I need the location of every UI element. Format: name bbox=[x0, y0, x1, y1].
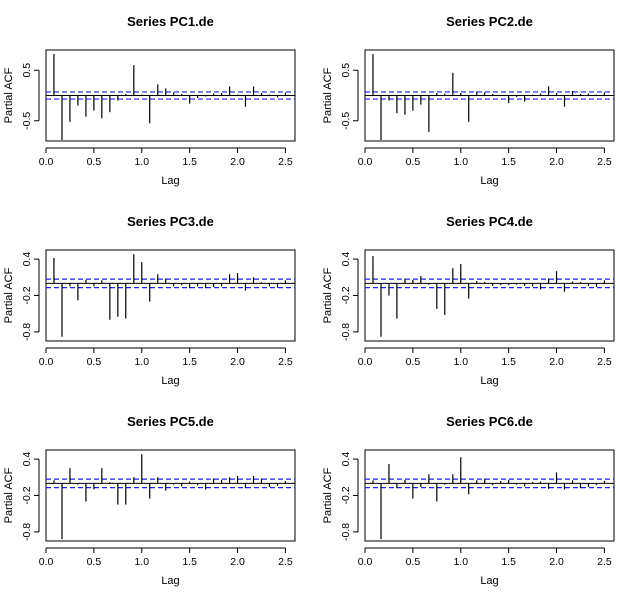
x-tick-label: 1.0 bbox=[134, 556, 149, 568]
x-tick-label: 2.0 bbox=[549, 156, 564, 168]
y-axis-label: Partial ACF bbox=[322, 67, 334, 123]
x-tick-label: 0.0 bbox=[39, 356, 54, 368]
x-tick-label: 2.0 bbox=[230, 156, 245, 168]
x-tick-label: 2.5 bbox=[278, 156, 293, 168]
x-tick-label: 2.5 bbox=[597, 156, 612, 168]
x-tick-label: 0.5 bbox=[406, 556, 421, 568]
x-tick-label: 2.0 bbox=[230, 356, 245, 368]
y-tick-label: 0.4 bbox=[340, 252, 352, 267]
y-axis-label: Partial ACF bbox=[322, 467, 334, 523]
y-tick-label: -0.5 bbox=[21, 112, 33, 130]
chart-title: Series PC6.de bbox=[446, 414, 533, 429]
plot-frame bbox=[45, 249, 296, 342]
x-tick-label: 0.0 bbox=[358, 356, 373, 368]
y-tick-label: -0.2 bbox=[21, 286, 33, 304]
x-tick-label: 1.0 bbox=[453, 156, 468, 168]
y-tick-label: -0.2 bbox=[340, 486, 352, 504]
y-tick-label: 0.5 bbox=[21, 63, 33, 78]
x-tick-label: 2.5 bbox=[278, 356, 293, 368]
y-axis-label: Partial ACF bbox=[3, 467, 15, 523]
y-tick-label: -0.8 bbox=[340, 323, 352, 341]
y-tick-label: 0.4 bbox=[21, 252, 33, 267]
acf-panel-4: Series PC4.de Lag Partial ACF 0.0 0.5 1.0 1.5 2… bbox=[322, 214, 615, 387]
x-tick-label: 1.0 bbox=[134, 156, 149, 168]
x-tick-label: 0.0 bbox=[39, 556, 54, 568]
chart-title: Series PC5.de bbox=[127, 414, 214, 429]
x-axis-label: Lag bbox=[161, 575, 179, 587]
x-tick-label: 0.5 bbox=[406, 356, 421, 368]
acf-panel-3: Series PC3.de Lag Partial ACF 0.0 0.5 1.0 1.5 2… bbox=[3, 214, 296, 387]
x-tick-label: 0.5 bbox=[406, 156, 421, 168]
x-tick-label: 1.5 bbox=[182, 156, 197, 168]
x-tick-label: 1.5 bbox=[501, 356, 516, 368]
y-tick-label: -0.2 bbox=[340, 286, 352, 304]
x-tick-label: 2.0 bbox=[549, 356, 564, 368]
x-tick-label: 0.5 bbox=[87, 156, 102, 168]
x-tick-label: 2.0 bbox=[549, 556, 564, 568]
x-axis-label: Lag bbox=[480, 175, 498, 187]
x-tick-label: 2.0 bbox=[230, 556, 245, 568]
x-tick-label: 1.5 bbox=[182, 356, 197, 368]
acf-panel-2: Series PC2.de Lag Partial ACF 0.0 0.5 1.0 1.5 2… bbox=[322, 14, 615, 187]
x-tick-label: 0.0 bbox=[358, 556, 373, 568]
x-axis-label: Lag bbox=[161, 175, 179, 187]
chart-title: Series PC4.de bbox=[446, 214, 533, 229]
chart-title: Series PC3.de bbox=[127, 214, 214, 229]
y-axis-label: Partial ACF bbox=[322, 267, 334, 323]
acf-panel-1: Series PC1.de Lag Partial ACF 0.0 0.5 1.0 1.5 2… bbox=[3, 14, 296, 187]
x-tick-label: 1.0 bbox=[134, 356, 149, 368]
y-tick-label: 0.4 bbox=[21, 452, 33, 467]
x-axis-label: Lag bbox=[480, 375, 498, 387]
y-axis-label: Partial ACF bbox=[3, 67, 15, 123]
acf-panel-5: Series PC5.de Lag Partial ACF 0.0 0.5 1.0 1.5 2… bbox=[3, 414, 296, 587]
y-tick-label: -0.2 bbox=[21, 486, 33, 504]
plot-frame bbox=[45, 449, 296, 542]
acf-panel-6: Series PC6.de Lag Partial ACF 0.0 0.5 1.0 1.5 2… bbox=[322, 414, 615, 587]
x-tick-label: 1.0 bbox=[453, 556, 468, 568]
x-tick-label: 1.5 bbox=[182, 556, 197, 568]
y-tick-label: -0.8 bbox=[21, 323, 33, 341]
x-axis-label: Lag bbox=[480, 575, 498, 587]
chart-title: Series PC1.de bbox=[127, 14, 214, 29]
x-tick-label: 2.5 bbox=[597, 356, 612, 368]
y-axis-label: Partial ACF bbox=[3, 267, 15, 323]
x-tick-label: 0.0 bbox=[39, 156, 54, 168]
x-tick-label: 1.0 bbox=[453, 356, 468, 368]
x-tick-label: 0.5 bbox=[87, 556, 102, 568]
y-tick-label: -0.8 bbox=[340, 523, 352, 541]
x-axis-label: Lag bbox=[161, 375, 179, 387]
chart-title: Series PC2.de bbox=[446, 14, 533, 29]
x-tick-label: 1.5 bbox=[501, 156, 516, 168]
x-tick-label: 0.5 bbox=[87, 356, 102, 368]
y-tick-label: 0.5 bbox=[340, 63, 352, 78]
x-tick-label: 2.5 bbox=[597, 556, 612, 568]
plot-frame bbox=[364, 449, 615, 542]
y-tick-label: -0.8 bbox=[21, 523, 33, 541]
y-tick-label: 0.4 bbox=[340, 452, 352, 467]
x-tick-label: 1.5 bbox=[501, 556, 516, 568]
plot-frame bbox=[364, 249, 615, 342]
x-tick-label: 0.0 bbox=[358, 156, 373, 168]
x-tick-label: 2.5 bbox=[278, 556, 293, 568]
y-tick-label: -0.5 bbox=[340, 112, 352, 130]
